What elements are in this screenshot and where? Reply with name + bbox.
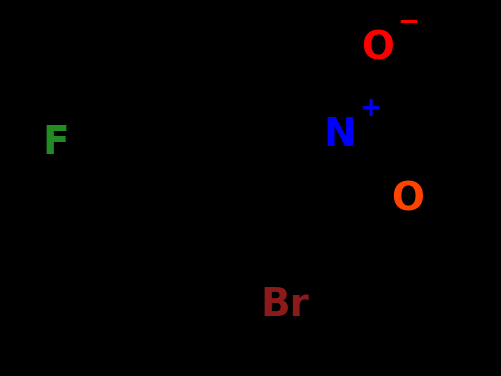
Text: F: F <box>43 124 69 162</box>
Text: Br: Br <box>261 285 309 324</box>
Text: O: O <box>391 180 424 218</box>
Text: +: + <box>360 96 382 122</box>
Text: N: N <box>323 116 356 155</box>
Text: O: O <box>361 30 394 68</box>
Text: −: − <box>397 9 419 36</box>
